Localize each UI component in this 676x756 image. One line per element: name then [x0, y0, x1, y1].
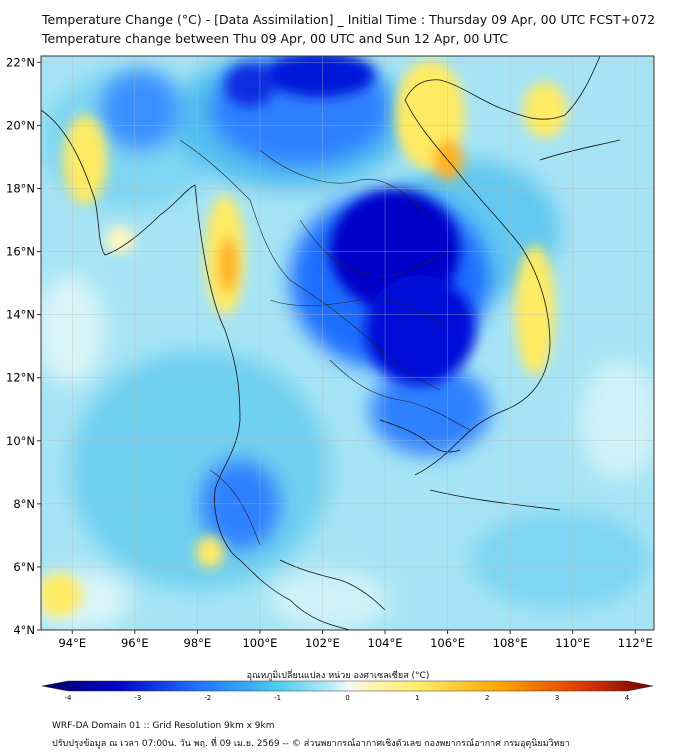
latitude-labels: 22°N 20°N 18°N 16°N 14°N 12°N 10°N 8°N 6°N 4°N — [6, 55, 41, 637]
lon-label: 110°E — [555, 636, 590, 650]
lon-label: 104°E — [368, 636, 403, 650]
colorbar-label: อุณหภูมิเปลี่ยนแปลง หน่วย องศาเซลเซียส (… — [246, 671, 430, 681]
lat-label: 10°N — [6, 434, 35, 448]
lat-label: 4°N — [13, 623, 35, 637]
coastlines — [41, 56, 621, 630]
lat-label: 18°N — [6, 181, 35, 195]
colorbar-tick-label: 1 — [415, 694, 419, 702]
lat-label: 14°N — [6, 308, 35, 322]
gridlines — [41, 56, 654, 631]
lat-label: 22°N — [6, 55, 35, 69]
temperature-field — [41, 56, 654, 630]
footer-model-info: WRF-DA Domain 01 :: Grid Resolution 9km … — [52, 721, 275, 731]
colorbar-tick-label: -2 — [204, 694, 211, 702]
colorbar-tick-label: -1 — [274, 694, 281, 702]
lon-label: 96°E — [121, 636, 149, 650]
lon-label: 112°E — [618, 636, 653, 650]
colorbar-bar — [41, 680, 654, 692]
map-title: Temperature Change (°C) - [Data Assimila… — [42, 12, 656, 27]
colorbar-tick-label: 0 — [345, 694, 349, 702]
lat-label: 6°N — [13, 560, 35, 574]
map-frame — [40, 55, 655, 631]
footer-credit: ปรับปรุงข้อมูล ณ เวลา 07:00น. วัน พฤ. ที… — [52, 739, 570, 749]
longitude-labels: 94°E 96°E 98°E 100°E 102°E 104°E 106°E 108°E 110… — [58, 630, 653, 650]
colorbar-tick-label: -3 — [134, 694, 141, 702]
lat-label: 12°N — [6, 371, 35, 385]
lat-label: 20°N — [6, 118, 35, 132]
colorbar-ticks: -4 -3 -2 -1 0 1 2 3 4 — [65, 694, 630, 702]
colorbar-tick-label: -4 — [65, 694, 73, 702]
map-subtitle: Temperature change between Thu 09 Apr, 0… — [42, 31, 509, 46]
lat-label: 8°N — [13, 497, 35, 511]
lon-label: 106°E — [430, 636, 465, 650]
colorbar-tick-label: 2 — [485, 694, 489, 702]
colorbar-tick-label: 3 — [555, 694, 559, 702]
lon-label: 94°E — [58, 636, 86, 650]
lon-label: 108°E — [493, 636, 528, 650]
country-borders — [179, 139, 471, 546]
lat-label: 16°N — [6, 245, 35, 259]
colorbar: -4 -3 -2 -1 0 1 2 3 4 — [41, 680, 654, 702]
colorbar-tick-label: 4 — [625, 694, 630, 702]
lon-label: 102°E — [305, 636, 340, 650]
lon-label: 100°E — [242, 636, 277, 650]
lon-label: 98°E — [184, 636, 212, 650]
